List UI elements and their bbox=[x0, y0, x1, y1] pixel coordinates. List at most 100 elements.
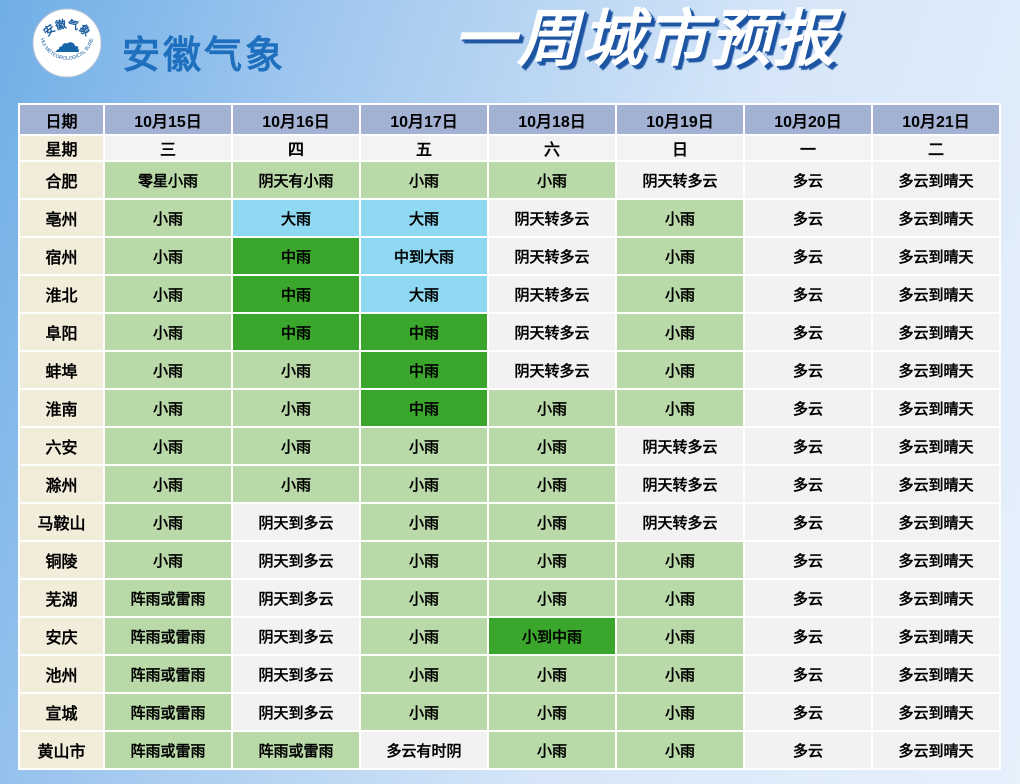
forecast-cell: 多云 bbox=[743, 160, 873, 200]
forecast-cell: 多云到晴天 bbox=[871, 578, 1001, 618]
forecast-cell: 阵雨或雷雨 bbox=[231, 730, 361, 770]
table-row: 黄山市 阵雨或雷雨 阵雨或雷雨 多云有时阴 小雨 小雨 多云 多云到晴天 bbox=[18, 730, 1001, 770]
forecast-cell: 多云 bbox=[743, 578, 873, 618]
forecast-cell: 多云到晴天 bbox=[871, 654, 1001, 694]
forecast-cell: 中雨 bbox=[231, 236, 361, 276]
forecast-cell: 小雨 bbox=[615, 274, 745, 314]
city-cell: 六安 bbox=[18, 426, 105, 466]
city-cell: 马鞍山 bbox=[18, 502, 105, 542]
forecast-cell: 小雨 bbox=[359, 426, 489, 466]
forecast-cell: 多云 bbox=[743, 540, 873, 580]
forecast-cell: 多云 bbox=[743, 426, 873, 466]
forecast-cell: 多云 bbox=[743, 388, 873, 428]
forecast-cell: 小雨 bbox=[103, 388, 233, 428]
forecast-cell: 阴天转多云 bbox=[487, 312, 617, 352]
table-row: 合肥 零星小雨 阴天有小雨 小雨 小雨 阴天转多云 多云 多云到晴天 bbox=[18, 160, 1001, 200]
anhui-meteo-logo: 安徽气象 ANHUI METEOROLOGICAL BUREAU ☁ bbox=[32, 8, 102, 78]
forecast-cell: 小雨 bbox=[615, 540, 745, 580]
forecast-cell: 小雨 bbox=[615, 198, 745, 238]
forecast-cell: 小到中雨 bbox=[487, 616, 617, 656]
forecast-cell: 小雨 bbox=[103, 464, 233, 504]
forecast-cell: 大雨 bbox=[359, 274, 489, 314]
forecast-cell: 阵雨或雷雨 bbox=[103, 692, 233, 732]
forecast-cell: 多云到晴天 bbox=[871, 464, 1001, 504]
table-row: 阜阳 小雨 中雨 中雨 阴天转多云 小雨 多云 多云到晴天 bbox=[18, 312, 1001, 352]
forecast-cell: 小雨 bbox=[103, 540, 233, 580]
forecast-cell: 小雨 bbox=[487, 426, 617, 466]
forecast-cell: 大雨 bbox=[359, 198, 489, 238]
table-row: 淮北 小雨 中雨 大雨 阴天转多云 小雨 多云 多云到晴天 bbox=[18, 274, 1001, 314]
forecast-cell: 小雨 bbox=[359, 578, 489, 618]
table-row: 宿州 小雨 中雨 中到大雨 阴天转多云 小雨 多云 多云到晴天 bbox=[18, 236, 1001, 276]
forecast-cell: 小雨 bbox=[615, 692, 745, 732]
forecast-cell: 零星小雨 bbox=[103, 160, 233, 200]
week-label: 星期 bbox=[18, 134, 105, 162]
forecast-cell: 中到大雨 bbox=[359, 236, 489, 276]
brand-name: 安徽气象 bbox=[122, 35, 287, 77]
forecast-cell: 中雨 bbox=[231, 274, 361, 314]
table-row: 滁州 小雨 小雨 小雨 小雨 阴天转多云 多云 多云到晴天 bbox=[18, 464, 1001, 504]
weekday-header-row: 星期 三 四 五 六 日 一 二 bbox=[18, 134, 1001, 162]
forecast-cell: 多云 bbox=[743, 502, 873, 542]
forecast-cell: 阵雨或雷雨 bbox=[103, 654, 233, 694]
forecast-cell: 多云 bbox=[743, 236, 873, 276]
forecast-cell: 小雨 bbox=[231, 388, 361, 428]
forecast-cell: 小雨 bbox=[231, 426, 361, 466]
forecast-cell: 多云到晴天 bbox=[871, 274, 1001, 314]
forecast-cell: 小雨 bbox=[103, 236, 233, 276]
forecast-cell: 阴天到多云 bbox=[231, 578, 361, 618]
weekday-header: 五 bbox=[359, 134, 489, 162]
forecast-cell: 小雨 bbox=[487, 578, 617, 618]
forecast-cell: 大雨 bbox=[231, 198, 361, 238]
forecast-tbody: 合肥 零星小雨 阴天有小雨 小雨 小雨 阴天转多云 多云 多云到晴天 亳州 小雨… bbox=[18, 160, 1001, 770]
forecast-cell: 多云 bbox=[743, 616, 873, 656]
forecast-cell: 小雨 bbox=[103, 312, 233, 352]
forecast-cell: 多云到晴天 bbox=[871, 160, 1001, 200]
forecast-cell: 小雨 bbox=[615, 350, 745, 390]
page-title: 一周城市预报 bbox=[452, 6, 837, 74]
city-cell: 黄山市 bbox=[18, 730, 105, 770]
forecast-cell: 小雨 bbox=[615, 654, 745, 694]
forecast-cell: 小雨 bbox=[359, 464, 489, 504]
forecast-cell: 中雨 bbox=[359, 312, 489, 352]
forecast-cell: 阴天到多云 bbox=[231, 502, 361, 542]
city-cell: 蚌埠 bbox=[18, 350, 105, 390]
forecast-cell: 多云 bbox=[743, 350, 873, 390]
forecast-cell: 小雨 bbox=[103, 350, 233, 390]
forecast-cell: 阴天转多云 bbox=[615, 502, 745, 542]
date-header: 10月19日 bbox=[615, 103, 745, 136]
forecast-cell: 多云 bbox=[743, 464, 873, 504]
forecast-cell: 多云到晴天 bbox=[871, 692, 1001, 732]
forecast-cell: 小雨 bbox=[487, 692, 617, 732]
forecast-cell: 阴天到多云 bbox=[231, 616, 361, 656]
weekday-header: 一 bbox=[743, 134, 873, 162]
weekday-header: 三 bbox=[103, 134, 233, 162]
city-cell: 滁州 bbox=[18, 464, 105, 504]
forecast-cell: 小雨 bbox=[103, 274, 233, 314]
weekday-header: 二 bbox=[871, 134, 1001, 162]
forecast-cell: 多云到晴天 bbox=[871, 540, 1001, 580]
forecast-cell: 阴天转多云 bbox=[615, 160, 745, 200]
forecast-cell: 小雨 bbox=[487, 540, 617, 580]
forecast-cell: 中雨 bbox=[359, 388, 489, 428]
date-header: 10月17日 bbox=[359, 103, 489, 136]
city-cell: 宣城 bbox=[18, 692, 105, 732]
forecast-cell: 小雨 bbox=[615, 312, 745, 352]
forecast-cell: 小雨 bbox=[487, 730, 617, 770]
date-header-row: 日期 10月15日 10月16日 10月17日 10月18日 10月19日 10… bbox=[18, 103, 1001, 136]
forecast-cell: 阵雨或雷雨 bbox=[103, 578, 233, 618]
forecast-cell: 小雨 bbox=[615, 236, 745, 276]
logo-circle bbox=[32, 8, 102, 78]
forecast-cell: 多云到晴天 bbox=[871, 312, 1001, 352]
weekly-forecast-table: 日期 10月15日 10月16日 10月17日 10月18日 10月19日 10… bbox=[18, 103, 1001, 770]
date-header: 10月18日 bbox=[487, 103, 617, 136]
forecast-cell: 阴天到多云 bbox=[231, 540, 361, 580]
forecast-cell: 小雨 bbox=[487, 654, 617, 694]
forecast-cell: 多云 bbox=[743, 654, 873, 694]
table-row: 淮南 小雨 小雨 中雨 小雨 小雨 多云 多云到晴天 bbox=[18, 388, 1001, 428]
city-cell: 合肥 bbox=[18, 160, 105, 200]
forecast-cell: 多云到晴天 bbox=[871, 426, 1001, 466]
forecast-cell: 小雨 bbox=[103, 198, 233, 238]
forecast-cell: 多云到晴天 bbox=[871, 198, 1001, 238]
